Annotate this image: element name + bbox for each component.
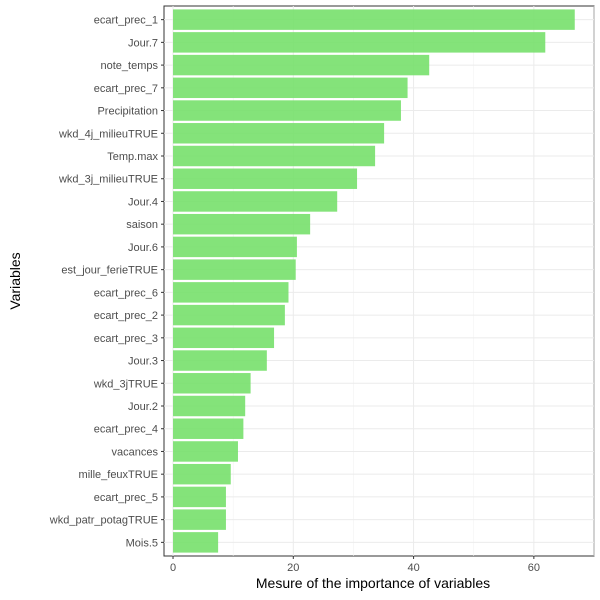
y-tick-label: wkd_4j_milieuTRUE [58,128,158,140]
bar-vacances [173,441,238,462]
bar-est_jour_ferieTRUE [173,259,296,280]
y-tick-label: ecart_prec_4 [94,424,158,436]
bars-group [173,9,575,553]
y-tick-label: Jour.2 [128,401,158,413]
bar-wkd_3j_milieuTRUE [173,168,358,189]
y-tick-label: ecart_prec_6 [94,287,158,299]
bar-ecart_prec_3 [173,327,275,349]
y-tick-label: Precipitation [97,106,158,118]
y-tick-label: Jour.3 [128,356,158,368]
bar-Jour.7 [173,32,546,53]
y-tick-label: mille_feuxTRUE [79,469,158,481]
x-tick-label: 20 [287,562,299,574]
x-tick-label: 40 [407,562,419,574]
y-tick-labels: ecart_prec_1 Jour.7 note_temps ecart_prec_7… [49,15,164,549]
y-tick-label: wkd_patr_potagTRUE [49,515,158,527]
x-tick-labels: 0 20 40 60 [170,556,540,574]
y-tick-label: note_temps [101,60,159,72]
bar-Jour.6 [173,236,297,258]
y-tick-label: wkd_3jTRUE [93,378,158,390]
bar-Jour.2 [173,395,246,417]
y-tick-label: ecart_prec_1 [94,15,158,27]
bar-wkd_4j_milieuTRUE [173,123,385,144]
y-tick-label: Temp.max [107,151,158,163]
y-tick-label: wkd_3j_milieuTRUE [58,174,158,186]
y-tick-label: Jour.6 [128,242,158,254]
x-tick-label: 0 [170,562,176,574]
bar-Precipitation [173,100,401,121]
y-tick-label: Jour.7 [128,37,158,49]
bar-Jour.3 [173,350,267,371]
bar-ecart_prec_6 [173,282,289,303]
bar-wkd_3jTRUE [173,373,251,394]
bar-wkd_patr_potagTRUE [173,509,226,530]
bar-ecart_prec_5 [173,486,226,508]
bar-mille_feuxTRUE [173,463,231,485]
y-tick-label: ecart_prec_5 [94,492,158,504]
x-tick-label: 60 [528,562,540,574]
bar-Mois.5 [173,532,219,553]
y-tick-label: ecart_prec_2 [94,310,158,322]
bar-Temp.max [173,145,376,167]
bar-Jour.4 [173,191,338,212]
y-tick-label: saison [126,219,158,231]
bar-ecart_prec_4 [173,418,244,439]
bar-note_temps [173,54,430,76]
y-tick-label: Jour.4 [128,196,158,208]
bar-saison [173,213,311,235]
y-axis-title: Variables [7,252,23,309]
bar-ecart_prec_1 [173,9,575,30]
y-tick-label: vacances [112,446,159,458]
y-tick-label: est_jour_ferieTRUE [61,265,158,277]
y-tick-label: ecart_prec_7 [94,83,158,95]
bar-ecart_prec_2 [173,304,285,326]
y-tick-label: ecart_prec_3 [94,333,158,345]
x-axis-title: Mesure of the importance of variables [256,575,490,591]
y-tick-label: Mois.5 [126,537,158,549]
bar-ecart_prec_7 [173,77,408,99]
